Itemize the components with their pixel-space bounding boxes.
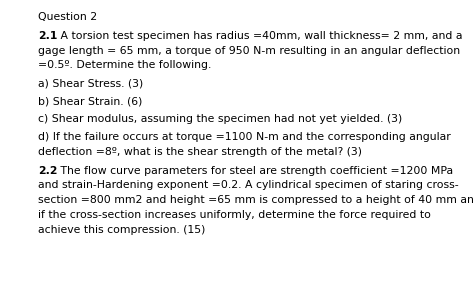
- Text: c) Shear modulus, assuming the specimen had not yet yielded. (3): c) Shear modulus, assuming the specimen …: [38, 115, 402, 124]
- Text: d) If the failure occurs at torque =1100 N-m and the corresponding angular: d) If the failure occurs at torque =1100…: [38, 132, 451, 142]
- Text: b) Shear Strain. (6): b) Shear Strain. (6): [38, 96, 142, 106]
- Text: and strain-Hardening exponent =0.2. A cylindrical specimen of staring cross-: and strain-Hardening exponent =0.2. A cy…: [38, 181, 458, 190]
- Text: if the cross-section increases uniformly, determine the force required to: if the cross-section increases uniformly…: [38, 210, 431, 220]
- Text: section =800 mm2 and height =65 mm is compressed to a height of 40 mm and: section =800 mm2 and height =65 mm is co…: [38, 195, 474, 205]
- Text: a) Shear Stress. (3): a) Shear Stress. (3): [38, 78, 143, 88]
- Text: gage length = 65 mm, a torque of 950 N-m resulting in an angular deflection: gage length = 65 mm, a torque of 950 N-m…: [38, 45, 460, 56]
- Text: =0.5º. Determine the following.: =0.5º. Determine the following.: [38, 60, 211, 70]
- Text: 2.2: 2.2: [38, 166, 57, 176]
- Text: The flow curve parameters for steel are strength coefficient =1200 MPa: The flow curve parameters for steel are …: [57, 166, 454, 176]
- Text: Question 2: Question 2: [38, 12, 97, 22]
- Text: deflection =8º, what is the shear strength of the metal? (3): deflection =8º, what is the shear streng…: [38, 147, 362, 157]
- Text: 2.1: 2.1: [38, 31, 57, 41]
- Text: achieve this compression. (15): achieve this compression. (15): [38, 225, 205, 235]
- Text: A torsion test specimen has radius =40mm, wall thickness= 2 mm, and a: A torsion test specimen has radius =40mm…: [57, 31, 463, 41]
